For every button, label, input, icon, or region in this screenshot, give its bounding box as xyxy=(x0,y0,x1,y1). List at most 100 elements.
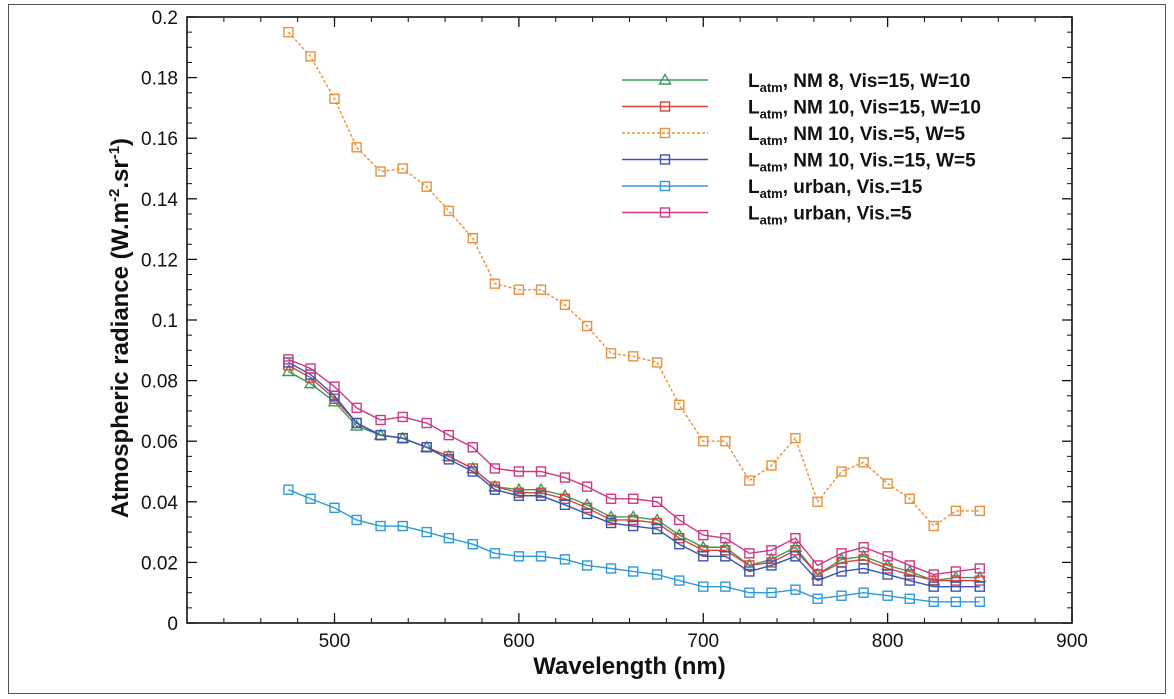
legend-label-suffix: , NM 10, Vis.=15, W=5 xyxy=(783,151,976,172)
data-point xyxy=(443,429,455,441)
data-point xyxy=(627,520,639,532)
y-axis-title-main: Atmospheric radiance (W.m xyxy=(107,202,134,518)
data-point xyxy=(281,364,296,377)
data-point xyxy=(283,484,294,495)
data-point xyxy=(351,402,362,414)
data-point xyxy=(627,351,639,362)
data-point xyxy=(766,560,777,571)
legend-label-suffix: , NM 10, Vis=15, W=10 xyxy=(783,98,981,119)
legend-entry: Latm, NM 8, Vis=15, W=10 xyxy=(622,71,970,95)
data-point xyxy=(559,554,571,565)
y-tick-label: 0.04 xyxy=(141,493,178,514)
data-point xyxy=(513,551,525,562)
legend-label-suffix: , urban, Vis.=15 xyxy=(783,177,923,198)
data-point xyxy=(790,545,801,556)
data-point xyxy=(698,436,709,447)
data-point xyxy=(790,551,801,562)
legend-marker xyxy=(659,101,671,112)
data-point xyxy=(421,526,432,538)
data-point xyxy=(834,552,849,565)
data-point xyxy=(856,549,871,562)
data-point xyxy=(351,417,362,429)
data-point xyxy=(467,442,478,453)
data-point xyxy=(375,166,386,177)
data-point xyxy=(581,481,593,492)
y-tick-label: 0.1 xyxy=(152,311,178,332)
x-tick-label: 900 xyxy=(1056,631,1088,652)
legend-label: Latm, urban, Vis.=5 xyxy=(748,204,912,228)
legend-label-prefix: L xyxy=(748,204,760,225)
series-line xyxy=(288,358,980,576)
data-point xyxy=(974,505,986,517)
legend-label-prefix: L xyxy=(748,71,760,92)
data-point xyxy=(489,463,501,474)
x-tick-label: 500 xyxy=(319,631,351,652)
data-point xyxy=(928,596,939,607)
data-point xyxy=(904,593,915,604)
x-tick-label: 600 xyxy=(503,631,535,652)
data-point xyxy=(974,575,986,586)
series-6 xyxy=(283,354,986,580)
legend-label-suffix: , NM 8, Vis=15, W=10 xyxy=(783,71,971,92)
data-point xyxy=(812,496,823,507)
legend-label: Latm, NM 10, Vis=15, W=10 xyxy=(748,98,981,122)
data-point xyxy=(535,551,547,562)
data-point xyxy=(651,496,663,507)
x-axis-title: Wavelength (nm) xyxy=(533,653,725,680)
data-point xyxy=(858,587,869,598)
y-tick-label: 0 xyxy=(167,614,178,635)
data-point xyxy=(513,466,525,477)
data-point xyxy=(974,563,986,574)
figure-frame xyxy=(8,4,1166,694)
data-point xyxy=(744,560,755,571)
data-point xyxy=(698,545,709,556)
y-axis-title-mid: .sr xyxy=(107,159,134,188)
series-4 xyxy=(283,357,986,592)
series-5 xyxy=(283,484,986,607)
legend-label-sub: atm xyxy=(760,213,783,228)
data-point xyxy=(764,552,779,565)
legend-marker xyxy=(659,207,671,218)
data-point xyxy=(720,551,731,562)
data-point xyxy=(651,569,663,580)
data-point xyxy=(651,357,663,368)
data-point xyxy=(534,482,548,495)
data-point xyxy=(489,278,501,289)
series-line xyxy=(288,361,980,588)
data-point xyxy=(513,284,525,295)
legend-entry: Latm, NM 10, Vis.=5, W=5 xyxy=(622,124,966,148)
legend-label-prefix: L xyxy=(748,124,760,145)
data-point xyxy=(397,432,408,444)
y-tick-label: 0.08 xyxy=(141,372,178,393)
data-point xyxy=(744,566,755,577)
data-point xyxy=(489,548,501,559)
data-point xyxy=(674,514,685,526)
data-point xyxy=(904,493,915,504)
legend-label-suffix: , urban, Vis.=5 xyxy=(783,204,912,225)
legend-label-sub: atm xyxy=(760,107,783,122)
data-point xyxy=(283,354,294,365)
legend-entry: Latm, urban, Vis.=5 xyxy=(622,204,912,228)
data-point xyxy=(467,232,478,244)
series-layer xyxy=(281,26,987,607)
y-axis-title-sup2: -1 xyxy=(106,146,123,159)
data-point xyxy=(535,466,547,477)
data-point xyxy=(858,542,869,553)
data-point xyxy=(858,457,869,468)
data-point xyxy=(351,142,362,153)
series-line xyxy=(288,364,980,582)
legend-label-suffix: , NM 10, Vis.=5, W=5 xyxy=(783,124,966,145)
data-point xyxy=(443,454,455,465)
y-tick-label: 0.16 xyxy=(141,129,178,150)
y-axis-title: Atmospheric radiance (W.m-2.sr-1) xyxy=(106,138,134,518)
data-point xyxy=(651,517,663,529)
data-point xyxy=(928,569,939,580)
series-line xyxy=(288,489,980,603)
legend-label-prefix: L xyxy=(748,177,760,198)
legend-label-sub: atm xyxy=(760,186,783,201)
data-point xyxy=(651,523,663,535)
series-line xyxy=(287,31,980,527)
data-point xyxy=(720,545,731,556)
y-tick-label: 0.02 xyxy=(141,553,178,574)
